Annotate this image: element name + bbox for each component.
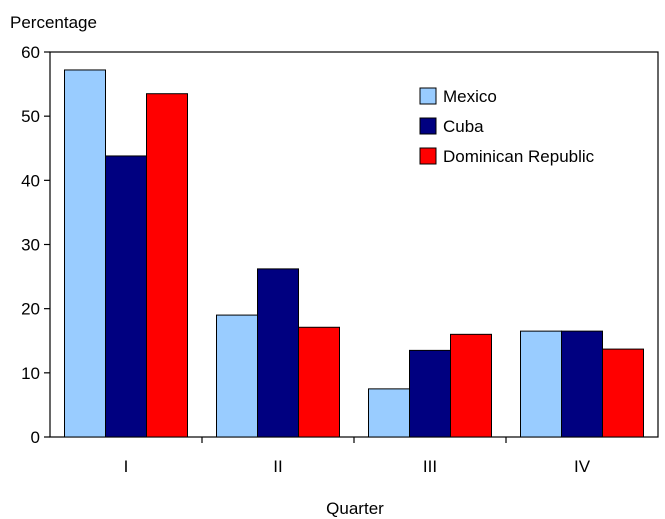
y-tick-label: 20 [21,300,40,319]
bar-mexico-iv [520,330,562,438]
y-tick-label: 50 [21,107,40,126]
bar-mexico-i [64,69,106,438]
bar-dominican-republic-i [146,93,188,438]
bar-dominican-republic-iii [450,333,492,438]
y-tick-label: 10 [21,364,40,383]
bar-cuba-iv [561,330,603,438]
y-tick-label: 60 [21,43,40,62]
x-tick-label: II [273,457,282,476]
legend-label: Mexico [443,87,497,106]
y-tick-label: 0 [31,428,40,447]
legend-swatch [419,117,437,135]
bar-cuba-i [105,155,147,438]
bar-cuba-iii [409,349,451,438]
legend: Mexico Cuba Dominican Republic [419,87,595,166]
y-tick-label: 40 [21,171,40,190]
legend-swatch [419,147,437,165]
legend-label: Cuba [443,117,484,136]
bar-dominican-republic-iv [602,348,644,438]
x-axis-label: Quarter [326,499,384,518]
y-tick-label: 30 [21,236,40,255]
bar-cuba-ii [257,268,299,438]
x-tick-label: III [423,457,437,476]
bar-dominican-republic-ii [298,326,340,438]
bar-mexico-iii [368,388,410,438]
x-tick-label: I [124,457,129,476]
legend-swatch [419,87,437,105]
bar-mexico-ii [216,314,258,438]
y-axis-label: Percentage [10,13,97,32]
legend-label: Dominican Republic [443,147,595,166]
x-tick-label: IV [574,457,591,476]
